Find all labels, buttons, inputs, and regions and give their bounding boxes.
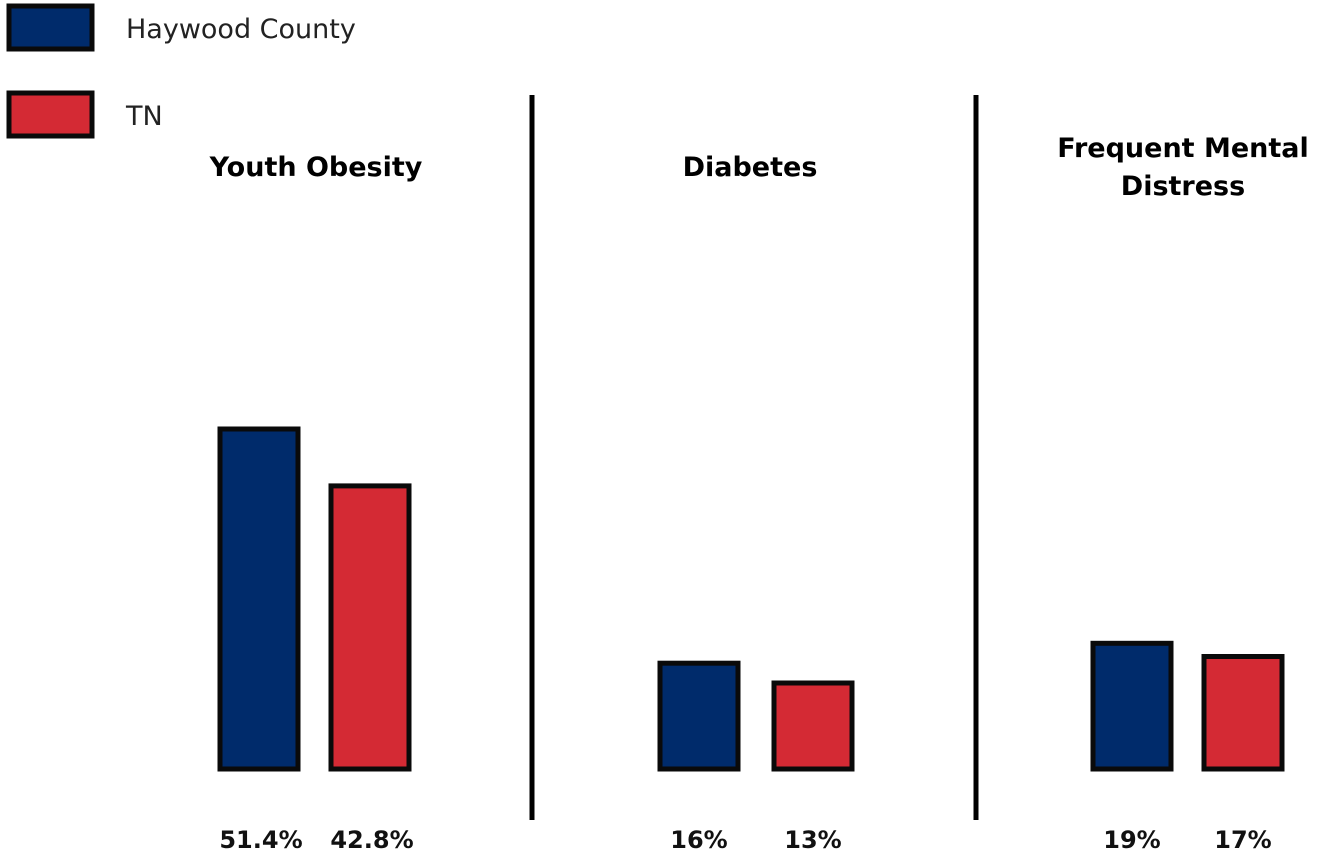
value-label-youth-obesity-haywood: 51.4%	[219, 826, 302, 854]
bar-diabetes-tn	[771, 680, 855, 772]
bar-frequent-mental-distress-tn	[1201, 654, 1285, 772]
panel-title-line: Frequent Mental	[1057, 133, 1309, 164]
legend-swatch-haywood	[6, 3, 95, 52]
value-label-diabetes-tn: 13%	[784, 826, 841, 854]
value-label-mental-distress-haywood: 19%	[1103, 826, 1160, 854]
bars	[217, 426, 1285, 772]
panel-title-frequent-mental-distress: Frequent Mental Distress	[1057, 133, 1309, 202]
value-label-diabetes-haywood: 16%	[670, 826, 727, 854]
panel-title-line: Distress	[1121, 171, 1245, 202]
value-label-youth-obesity-tn: 42.8%	[330, 826, 413, 854]
panel-title-diabetes: Diabetes	[683, 152, 818, 183]
bar-diabetes-haywood	[657, 660, 741, 772]
panel-title-youth-obesity: Youth Obesity	[209, 152, 423, 183]
bar-youth-obesity-haywood	[217, 426, 301, 772]
legend-label-tn: TN	[125, 101, 163, 132]
legend-swatch-tn	[6, 90, 95, 139]
bar-frequent-mental-distress-haywood	[1090, 640, 1174, 772]
legend-label-haywood: Haywood County	[126, 14, 356, 45]
legend: Haywood County TN	[6, 3, 356, 139]
value-label-mental-distress-tn: 17%	[1214, 826, 1271, 854]
bar-youth-obesity-tn	[328, 483, 412, 772]
